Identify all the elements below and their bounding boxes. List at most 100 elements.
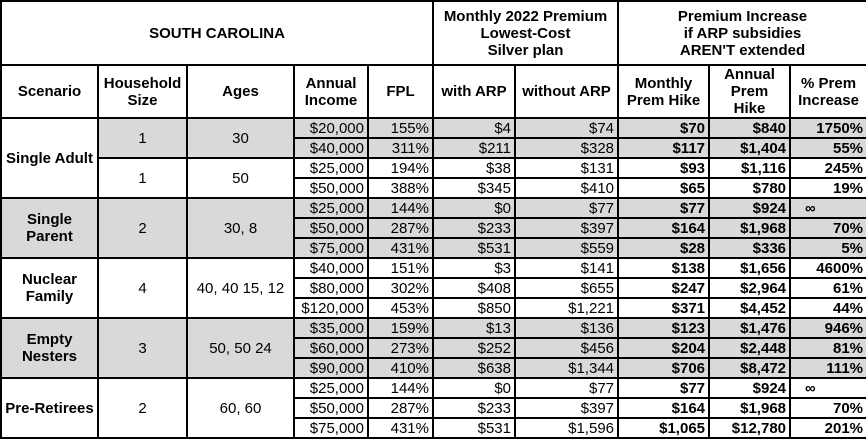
annual-income-cell: $40,000	[293, 137, 369, 159]
household-size-cell: 4	[97, 257, 188, 319]
table-row: Single Adult 1 30 $20,000 155% $4 $74 $70 $840 17…	[0, 117, 866, 199]
ages-cell: 60, 60	[186, 377, 295, 439]
ages-cell: 50	[186, 157, 295, 199]
household-size-cell: 2	[97, 377, 188, 439]
scenario-cell: Nuclear Family	[0, 257, 99, 319]
header-line: if ARP subsidies	[683, 24, 802, 42]
without-arp-cell: $655	[513, 277, 620, 299]
with-arp-cell: $3	[432, 257, 516, 279]
without-arp-cell: $74	[513, 117, 620, 139]
column-header: FPL	[367, 64, 434, 119]
fpl-cell: 431%	[367, 417, 434, 439]
scenario-cell: Single Adult	[0, 117, 99, 199]
fpl-cell: 302%	[367, 277, 434, 299]
annual-hike-cell: $1,404	[708, 137, 792, 159]
table-row: $90,000 410% $638 $1,344 $706 $8,472 111%	[1, 357, 866, 379]
without-arp-cell: $397	[513, 397, 620, 419]
table-row: $80,000 302% $408 $655 $247 $2,964 61%	[1, 277, 866, 299]
household-size-cell: 1	[97, 157, 188, 199]
table-row: $50,000 287% $233 $397 $164 $1,968 70%	[1, 397, 866, 419]
without-arp-cell: $131	[513, 157, 620, 179]
monthly-hike-cell: $164	[617, 397, 711, 419]
premium-group-header: Monthly 2022 Premium Lowest-Cost Silver …	[431, 0, 620, 66]
with-arp-cell: $38	[432, 157, 516, 179]
with-arp-cell: $638	[432, 357, 516, 379]
annual-income-cell: $60,000	[293, 337, 369, 359]
table-row: Empty Nesters 3 50, 50 24 $35,000 159% $13 $13…	[0, 317, 866, 379]
pct-increase-cell: 81%	[789, 337, 866, 359]
table-row: $50,000 287% $233 $397 $164 $1,968 70%	[1, 217, 866, 239]
monthly-hike-cell: $117	[617, 137, 711, 159]
monthly-hike-cell: $93	[617, 157, 711, 179]
fpl-cell: 155%	[367, 117, 434, 139]
annual-hike-cell: $840	[708, 117, 792, 139]
table-row: $75,000 431% $531 $559 $28 $336 5%	[1, 237, 866, 259]
annual-income-cell: $25,000	[293, 197, 369, 219]
annual-income-cell: $20,000	[293, 117, 369, 139]
fpl-cell: 287%	[367, 217, 434, 239]
fpl-cell: 388%	[367, 177, 434, 199]
monthly-hike-cell: $28	[617, 237, 711, 259]
annual-income-cell: $50,000	[293, 217, 369, 239]
annual-hike-cell: $336	[708, 237, 792, 259]
with-arp-cell: $345	[432, 177, 516, 199]
without-arp-cell: $77	[513, 377, 620, 399]
monthly-hike-cell: $77	[617, 197, 711, 219]
column-header: Monthly Prem Hike	[617, 64, 711, 119]
fpl-cell: 194%	[367, 157, 434, 179]
annual-income-cell: $120,000	[293, 297, 369, 319]
ages-cell: 40, 40 15, 12	[186, 257, 295, 319]
table-body: Single Adult 1 30 $20,000 155% $4 $74 $70 $840 17…	[0, 117, 866, 439]
monthly-hike-cell: $247	[617, 277, 711, 299]
with-arp-cell: $233	[432, 217, 516, 239]
header-line: Premium Increase	[677, 7, 808, 25]
without-arp-cell: $1,596	[513, 417, 620, 439]
without-arp-cell: $397	[513, 217, 620, 239]
pct-increase-cell: ∞	[789, 197, 866, 219]
column-header: Annual Prem Hike	[708, 64, 792, 119]
annual-income-cell: $90,000	[293, 357, 369, 379]
monthly-hike-cell: $123	[617, 317, 711, 339]
without-arp-cell: $77	[513, 197, 620, 219]
scenario-cell: Pre-Retirees	[0, 377, 99, 439]
without-arp-cell: $1,221	[513, 297, 620, 319]
ages-cell: 50, 50 24	[186, 317, 295, 379]
annual-hike-cell: $780	[708, 177, 792, 199]
table-row: $50,000 388% $345 $410 $65 $780 19%	[1, 177, 866, 199]
column-header: Annual Income	[293, 64, 369, 119]
without-arp-cell: $328	[513, 137, 620, 159]
household-size-cell: 3	[97, 317, 188, 379]
monthly-hike-cell: $164	[617, 217, 711, 239]
monthly-hike-cell: $371	[617, 297, 711, 319]
annual-income-cell: $80,000	[293, 277, 369, 299]
with-arp-cell: $211	[432, 137, 516, 159]
annual-income-cell: $25,000	[293, 157, 369, 179]
fpl-cell: 311%	[367, 137, 434, 159]
pct-increase-cell: 1750%	[789, 117, 866, 139]
with-arp-cell: $13	[432, 317, 516, 339]
scenario-cell: Single Parent	[0, 197, 99, 259]
fpl-cell: 410%	[367, 357, 434, 379]
monthly-hike-cell: $204	[617, 337, 711, 359]
with-arp-cell: $0	[432, 197, 516, 219]
annual-income-cell: $50,000	[293, 177, 369, 199]
monthly-hike-cell: $77	[617, 377, 711, 399]
with-arp-cell: $233	[432, 397, 516, 419]
annual-hike-cell: $4,452	[708, 297, 792, 319]
annual-hike-cell: $1,476	[708, 317, 792, 339]
monthly-hike-cell: $138	[617, 257, 711, 279]
annual-hike-cell: $1,116	[708, 157, 792, 179]
fpl-cell: 144%	[367, 377, 434, 399]
annual-income-cell: $40,000	[293, 257, 369, 279]
monthly-hike-cell: $70	[617, 117, 711, 139]
annual-hike-cell: $924	[708, 197, 792, 219]
with-arp-cell: $408	[432, 277, 516, 299]
fpl-cell: 273%	[367, 337, 434, 359]
annual-hike-cell: $8,472	[708, 357, 792, 379]
pct-increase-cell: 245%	[789, 157, 866, 179]
annual-income-cell: $75,000	[293, 417, 369, 439]
monthly-hike-cell: $65	[617, 177, 711, 199]
annual-income-cell: $35,000	[293, 317, 369, 339]
annual-income-cell: $75,000	[293, 237, 369, 259]
annual-hike-cell: $1,968	[708, 397, 792, 419]
